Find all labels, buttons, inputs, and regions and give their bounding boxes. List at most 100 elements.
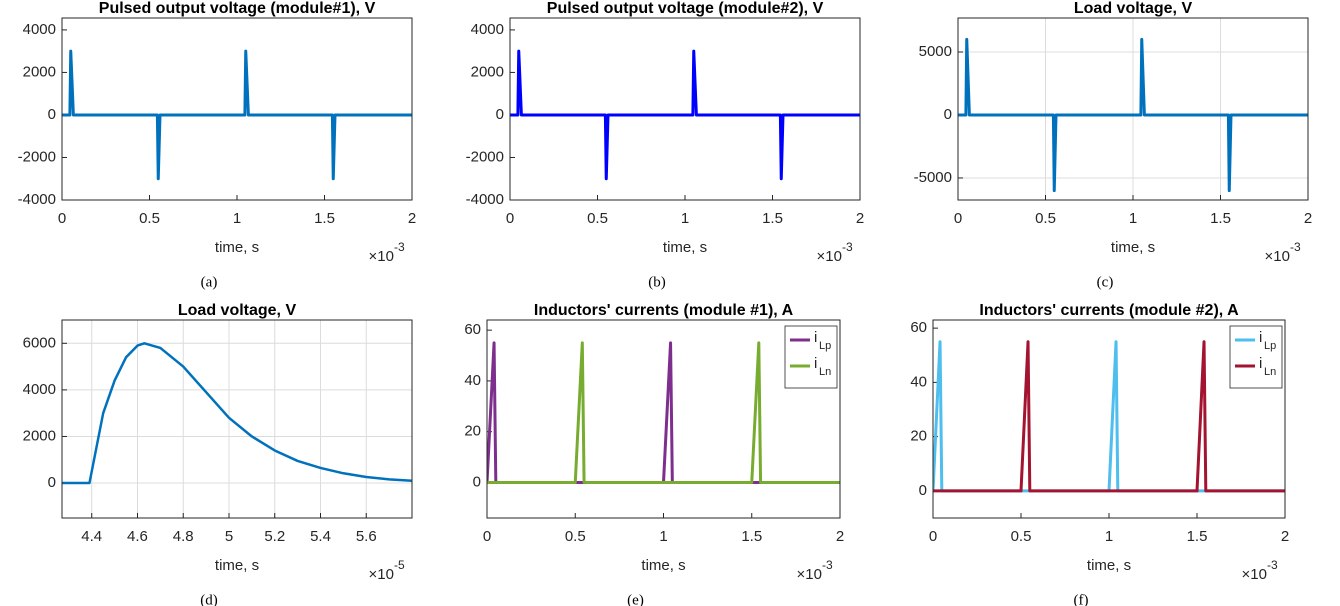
y-tick-label: -4000 — [466, 191, 504, 208]
y-tick-label: 20 — [910, 428, 927, 445]
data-line — [958, 37, 1308, 193]
caption: (e) — [627, 592, 644, 606]
y-tick-label: 60 — [464, 321, 481, 338]
x-axis-label: time, s — [641, 557, 685, 574]
x-tick-label: 1.5 — [1187, 528, 1208, 545]
legend-subscript: Lp — [819, 340, 831, 352]
x-tick-label: 2 — [1304, 210, 1312, 227]
y-tick-label: 0 — [944, 106, 952, 123]
x-scale-base: ×10 — [369, 566, 394, 583]
x-tick-label: 1 — [233, 210, 241, 227]
data-line — [487, 341, 840, 484]
y-tick-label: 4000 — [23, 21, 56, 38]
y-tick-label: -5000 — [914, 169, 952, 186]
x-tick-label: 1.5 — [762, 210, 783, 227]
legend-subscript: Ln — [819, 366, 831, 378]
data-line — [62, 49, 412, 181]
chart-title: Load voltage, V — [1074, 0, 1193, 17]
x-tick-label: 0 — [954, 210, 962, 227]
y-tick-label: -4000 — [18, 191, 56, 208]
x-scale-base: ×10 — [797, 566, 822, 583]
y-tick-label: 4000 — [23, 381, 56, 398]
x-tick-label: 2 — [1281, 528, 1289, 545]
x-tick-label: 2 — [856, 210, 864, 227]
chart-title: Pulsed output voltage (module#2), V — [547, 0, 824, 17]
x-tick-label: 5.6 — [356, 528, 377, 545]
caption: (f) — [1074, 592, 1089, 606]
x-axis-label: time, s — [1111, 239, 1155, 256]
x-scale-power: -5 — [394, 558, 405, 572]
y-tick-label: 2000 — [471, 63, 504, 80]
x-tick-label: 4.4 — [81, 528, 102, 545]
plot-area — [510, 18, 860, 200]
x-tick-label: 5 — [225, 528, 233, 545]
x-tick-label: 1.5 — [1210, 210, 1231, 227]
x-tick-label: 1.5 — [741, 528, 762, 545]
x-tick-label: 1.5 — [314, 210, 335, 227]
x-tick-label: 0.5 — [1011, 528, 1032, 545]
plot-area — [62, 18, 412, 200]
y-tick-label: 5000 — [919, 43, 952, 60]
x-scale-power: -3 — [1290, 240, 1301, 254]
x-scale-base: ×10 — [369, 248, 394, 265]
x-tick-label: 2 — [408, 210, 416, 227]
caption: (d) — [200, 592, 218, 606]
legend-subscript: Ln — [1264, 366, 1276, 378]
plot-area — [487, 320, 840, 518]
y-tick-label: -2000 — [466, 148, 504, 165]
legend-label: i — [814, 329, 817, 346]
x-tick-label: 1 — [659, 528, 667, 545]
legend-subscript: Lp — [1264, 340, 1276, 352]
caption: (a) — [201, 274, 218, 290]
x-tick-label: 0 — [929, 528, 937, 545]
axes-box — [61, 319, 413, 519]
data-line — [510, 49, 860, 181]
x-tick-label: 5.4 — [310, 528, 331, 545]
x-tick-label: 0.5 — [587, 210, 608, 227]
axes-box — [957, 17, 1309, 201]
x-axis-label: time, s — [215, 557, 259, 574]
y-tick-label: 60 — [910, 319, 927, 336]
y-tick-label: 2000 — [23, 427, 56, 444]
x-tick-label: 0 — [483, 528, 491, 545]
y-tick-label: 40 — [464, 372, 481, 389]
x-tick-label: 1 — [1105, 528, 1113, 545]
x-tick-label: 0.5 — [1035, 210, 1056, 227]
x-scale-power: -3 — [1267, 558, 1278, 572]
data-line — [933, 340, 1285, 493]
x-scale-base: ×10 — [1265, 248, 1290, 265]
legend-label: i — [1259, 329, 1262, 346]
chart-title: Inductors' currents (module #2), A — [979, 302, 1239, 319]
caption: (c) — [1097, 274, 1114, 290]
x-tick-label: 0 — [58, 210, 66, 227]
x-tick-label: 4.8 — [173, 528, 194, 545]
y-tick-label: 20 — [464, 423, 481, 440]
y-tick-label: 40 — [910, 373, 927, 390]
x-tick-label: 0 — [506, 210, 514, 227]
x-scale-power: -3 — [822, 558, 833, 572]
x-axis-label: time, s — [1087, 557, 1131, 574]
x-scale-power: -3 — [842, 240, 853, 254]
legend-box — [1229, 325, 1283, 389]
plot-area — [62, 320, 412, 518]
axes-box — [486, 319, 841, 519]
y-tick-label: 0 — [48, 106, 56, 123]
legend-label: i — [1259, 355, 1262, 372]
x-tick-label: 0.5 — [139, 210, 160, 227]
x-axis-label: time, s — [663, 239, 707, 256]
y-tick-label: 0 — [473, 473, 481, 490]
x-axis-label: time, s — [215, 239, 259, 256]
x-tick-label: 2 — [836, 528, 844, 545]
y-tick-label: 4000 — [471, 21, 504, 38]
caption: (b) — [648, 274, 666, 290]
chart-title: Pulsed output voltage (module#1), V — [99, 0, 376, 17]
y-tick-label: 6000 — [23, 334, 56, 351]
y-tick-label: -2000 — [18, 148, 56, 165]
axes-box — [509, 17, 861, 201]
x-tick-label: 5.2 — [264, 528, 285, 545]
y-tick-label: 0 — [496, 106, 504, 123]
x-tick-label: 1 — [1129, 210, 1137, 227]
chart-title: Inductors' currents (module #1), A — [534, 302, 794, 319]
legend-box — [784, 325, 838, 389]
